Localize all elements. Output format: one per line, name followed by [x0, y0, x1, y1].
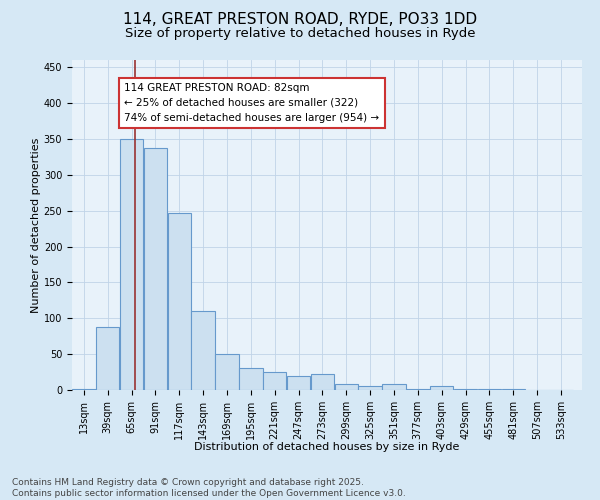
Bar [335, 384, 358, 390]
Text: 114, GREAT PRESTON ROAD, RYDE, PO33 1DD: 114, GREAT PRESTON ROAD, RYDE, PO33 1DD [123, 12, 477, 28]
Text: Contains HM Land Registry data © Crown copyright and database right 2025.
Contai: Contains HM Land Registry data © Crown c… [12, 478, 406, 498]
Bar [191, 311, 215, 390]
Bar [430, 386, 454, 390]
Bar [167, 213, 191, 390]
Y-axis label: Number of detached properties: Number of detached properties [31, 138, 41, 312]
Bar [311, 374, 334, 390]
Bar [382, 384, 406, 390]
Bar [358, 386, 382, 390]
Bar [406, 388, 430, 390]
Bar [239, 368, 263, 390]
Bar [144, 148, 167, 390]
X-axis label: Distribution of detached houses by size in Ryde: Distribution of detached houses by size … [194, 442, 460, 452]
Bar [215, 354, 239, 390]
Bar [96, 327, 119, 390]
Bar [72, 388, 95, 390]
Bar [263, 372, 286, 390]
Bar [287, 376, 310, 390]
Bar [120, 139, 143, 390]
Text: 114 GREAT PRESTON ROAD: 82sqm
← 25% of detached houses are smaller (322)
74% of : 114 GREAT PRESTON ROAD: 82sqm ← 25% of d… [124, 83, 379, 122]
Text: Size of property relative to detached houses in Ryde: Size of property relative to detached ho… [125, 28, 475, 40]
